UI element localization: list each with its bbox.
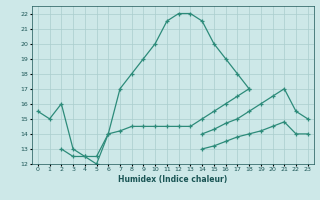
X-axis label: Humidex (Indice chaleur): Humidex (Indice chaleur) — [118, 175, 228, 184]
